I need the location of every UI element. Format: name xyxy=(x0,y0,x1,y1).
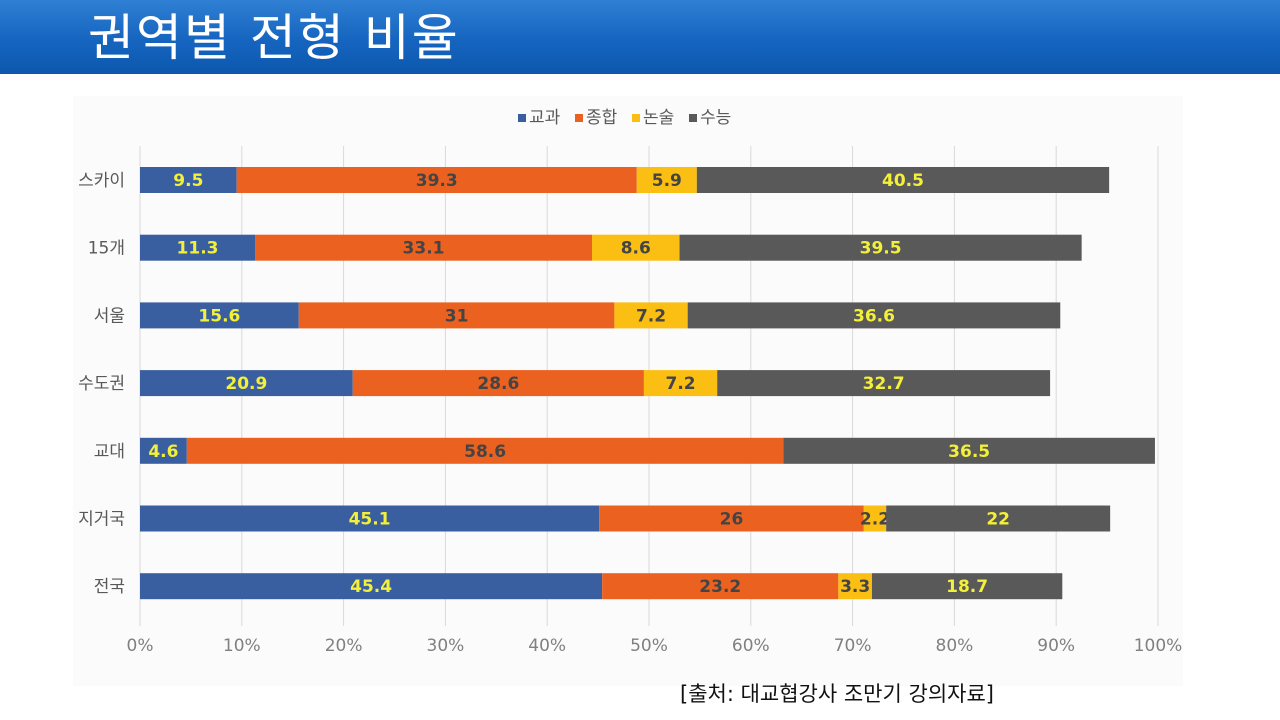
data-label: 28.6 xyxy=(477,374,519,394)
x-tick-label: 20% xyxy=(325,636,363,656)
bar-segment xyxy=(352,370,644,397)
x-tick-label: 0% xyxy=(127,636,154,656)
bar-segment xyxy=(140,302,299,329)
chart-area: 0% 10% 20% 30% 40% 50% 60% 70% 80% 90% 100% 교과 종합 논술 수… xyxy=(73,96,1183,686)
data-label: 32.7 xyxy=(863,374,905,394)
bar-segment xyxy=(140,370,353,397)
x-tick-label: 90% xyxy=(1037,636,1075,656)
data-label: 2.2 xyxy=(860,510,890,530)
bar-segment xyxy=(599,505,864,532)
data-label: 5.9 xyxy=(652,171,682,191)
bar-segment xyxy=(614,302,688,329)
data-label: 3.3 xyxy=(840,577,870,597)
legend-swatch xyxy=(689,114,697,122)
data-label: 23.2 xyxy=(699,577,741,597)
legend-label: 수능 xyxy=(700,108,731,128)
bar-segment xyxy=(140,234,256,261)
data-label: 15.6 xyxy=(198,306,240,326)
data-label: 45.4 xyxy=(350,577,392,597)
bar-segment xyxy=(871,573,1063,600)
bar-segment xyxy=(140,437,187,464)
bar-segment xyxy=(679,234,1082,261)
category-label: 지거국 xyxy=(78,510,125,530)
bar-segment xyxy=(591,234,680,261)
stacked-bar-chart: 0% 10% 20% 30% 40% 50% 60% 70% 80% 90% 100%교과 종합 논술 수… xyxy=(78,108,1183,656)
bar-segment xyxy=(298,302,615,329)
legend-swatch xyxy=(518,114,526,122)
slide-title: 권역별 전형 비율 xyxy=(88,9,460,67)
legend-label: 논술 xyxy=(643,108,674,128)
bar-segment xyxy=(255,234,592,261)
x-tick-label: 30% xyxy=(427,636,465,656)
bar-segment xyxy=(636,167,697,193)
x-tick-label: 10% xyxy=(223,636,261,656)
data-label: 39.5 xyxy=(860,239,902,259)
x-tick-label: 100% xyxy=(1134,636,1183,656)
bar-segment xyxy=(717,370,1051,397)
bar-segment xyxy=(236,167,637,193)
x-tick-label: 60% xyxy=(732,636,770,656)
category-label: 전국 xyxy=(94,577,125,597)
category-label: 교대 xyxy=(94,442,125,462)
data-label: 18.7 xyxy=(946,577,988,597)
data-label: 40.5 xyxy=(882,171,924,191)
x-tick-label: 70% xyxy=(834,636,872,656)
bar-segment xyxy=(140,505,600,532)
bar-segment xyxy=(186,437,784,464)
data-label: 45.1 xyxy=(349,510,391,530)
data-label: 7.2 xyxy=(636,306,666,326)
data-label: 33.1 xyxy=(403,239,445,259)
data-label: 7.2 xyxy=(665,374,695,394)
data-label: 31 xyxy=(445,306,469,326)
category-label: 스카이 xyxy=(78,171,125,191)
legend-label: 교과 xyxy=(529,108,561,128)
x-tick-label: 80% xyxy=(936,636,974,656)
x-tick-label: 40% xyxy=(528,636,566,656)
x-tick-label: 50% xyxy=(630,636,668,656)
bar-segment xyxy=(602,573,839,600)
data-label: 58.6 xyxy=(464,442,506,462)
bar-segment xyxy=(783,437,1155,464)
data-label: 8.6 xyxy=(621,239,651,259)
data-label: 11.3 xyxy=(177,239,219,259)
data-label: 20.9 xyxy=(225,374,267,394)
bar-segment xyxy=(838,573,872,600)
source-note: [출처: 대교협강사 조만기 강의자료] xyxy=(680,682,994,706)
category-label: 수도권 xyxy=(78,374,125,394)
legend-swatch xyxy=(575,114,583,122)
category-label: 서울 xyxy=(94,306,125,326)
bar-segment xyxy=(643,370,718,397)
data-label: 9.5 xyxy=(173,171,203,191)
legend-swatch xyxy=(632,114,640,122)
bar-segment xyxy=(886,505,1111,532)
title-banner xyxy=(0,0,1280,74)
data-label: 26 xyxy=(720,510,744,530)
bar-segment xyxy=(687,302,1061,329)
bar-segment xyxy=(863,505,887,532)
bar-segment xyxy=(140,167,237,193)
data-label: 36.6 xyxy=(853,306,895,326)
data-label: 36.5 xyxy=(948,442,990,462)
data-label: 4.6 xyxy=(148,442,178,462)
data-label: 22 xyxy=(986,510,1010,530)
bar-segment xyxy=(696,167,1110,193)
bar-segment xyxy=(140,573,603,600)
legend-label: 종합 xyxy=(586,108,618,128)
data-label: 39.3 xyxy=(416,171,458,191)
category-label: 15개 xyxy=(88,239,125,259)
